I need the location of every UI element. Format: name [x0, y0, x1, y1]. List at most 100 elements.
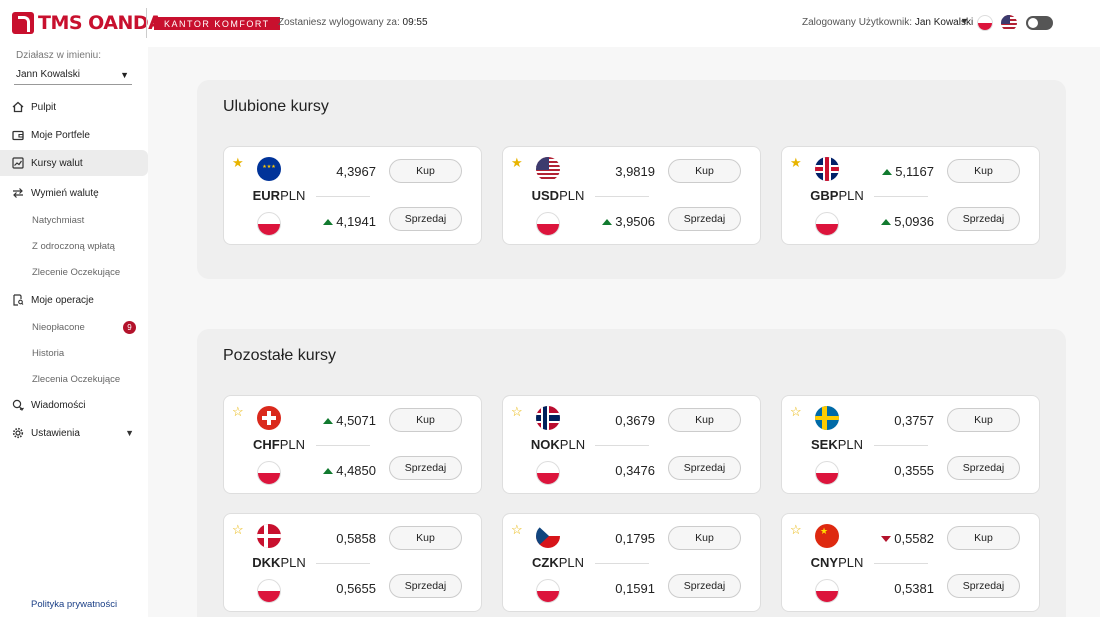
- sidebar-item-label: Kursy walut: [31, 157, 83, 169]
- trend-down-icon: [881, 535, 892, 542]
- buy-button[interactable]: Kup: [947, 159, 1020, 183]
- buy-button[interactable]: Kup: [668, 159, 741, 183]
- sell-rate: 0,3476: [595, 463, 655, 478]
- favorite-star-icon[interactable]: ☆: [232, 404, 244, 419]
- sell-rate: 0,1591: [595, 581, 655, 596]
- header-divider: [146, 8, 147, 38]
- quote-currency: PLN: [559, 188, 585, 203]
- sidebar-subitem-zlecenie[interactable]: Zlecenie Oczekujące: [32, 267, 121, 278]
- sidebar-subitem-historia[interactable]: Historia: [32, 348, 65, 359]
- rate-card-czkpln: ☆ CZKPLN 0,1795 0,1591 Kup Sprzedaj: [502, 513, 761, 612]
- gear-icon: [12, 427, 24, 439]
- trend-up-icon: [882, 168, 893, 175]
- sidebar-item-operacje[interactable]: Moje operacje: [0, 287, 148, 313]
- other-rates-title: Pozostałe kursy: [223, 347, 336, 364]
- sell-rate-value: 0,5655: [336, 581, 376, 596]
- quote-currency: PLN: [837, 437, 864, 452]
- favorite-star-icon[interactable]: ☆: [790, 404, 802, 419]
- sidebar-item-label: Pulpit: [31, 101, 57, 113]
- gbp-flag-icon: [815, 157, 839, 181]
- favorite-star-icon[interactable]: ☆: [511, 404, 523, 419]
- rate-card-gbppln: ★ GBPPLN 5,1167 5,0936 Kup Sprzedaj: [781, 146, 1040, 245]
- brand-logo-icon: [12, 12, 34, 34]
- favorite-star-icon[interactable]: ★: [232, 155, 244, 170]
- favorite-star-icon[interactable]: ☆: [511, 522, 523, 537]
- sidebar-subitem-odroczona[interactable]: Z odroczoną wpłatą: [32, 241, 115, 252]
- sidebar-item-portfele[interactable]: Moje Portfele: [0, 122, 148, 148]
- language-en-flag-icon[interactable]: [1001, 15, 1017, 31]
- base-currency: GBP: [810, 188, 839, 203]
- sidebar-item-ustawienia[interactable]: Ustawienia ▼: [0, 420, 148, 446]
- sell-button[interactable]: Sprzedaj: [389, 574, 462, 598]
- sidebar: Działasz w imieniu: Jann Kowalski ▼ Pulp…: [0, 47, 148, 617]
- trend-up-icon: [881, 218, 892, 225]
- currency-pair: SEKPLN: [802, 437, 872, 452]
- favorite-star-icon[interactable]: ★: [790, 155, 802, 170]
- sell-button[interactable]: Sprzedaj: [668, 207, 741, 231]
- sidebar-item-pulpit[interactable]: Pulpit: [0, 94, 148, 120]
- sell-button[interactable]: Sprzedaj: [668, 456, 741, 480]
- quote-currency: PLN: [559, 437, 586, 452]
- brand-logo[interactable]: TMS OANDA: [12, 12, 163, 34]
- buy-button[interactable]: Kup: [668, 526, 741, 550]
- rate-divider: [874, 563, 928, 564]
- rate-divider: [595, 196, 649, 197]
- buy-rate-value: 0,3757: [894, 413, 934, 428]
- sell-rate-value: 0,3555: [894, 463, 934, 478]
- sell-rate: 0,5381: [874, 581, 934, 596]
- buy-button[interactable]: Kup: [668, 408, 741, 432]
- buy-button[interactable]: Kup: [947, 408, 1020, 432]
- rate-card-dkkpln: ☆ DKKPLN 0,5858 0,5655 Kup Sprzedaj: [223, 513, 482, 612]
- user-menu-chevron-down-icon[interactable]: ▼: [960, 16, 969, 26]
- favorite-star-icon[interactable]: ☆: [790, 522, 802, 537]
- buy-button[interactable]: Kup: [389, 159, 462, 183]
- chevron-down-icon: ▼: [125, 428, 134, 438]
- privacy-policy-link[interactable]: Polityka prywatności: [31, 599, 118, 610]
- sell-button[interactable]: Sprzedaj: [947, 574, 1020, 598]
- language-pl-flag-icon[interactable]: [977, 15, 993, 31]
- logged-user-label: Zalogowany Użytkownik:: [802, 17, 913, 28]
- sell-rate-value: 5,0936: [894, 214, 934, 229]
- sell-button[interactable]: Sprzedaj: [947, 207, 1020, 231]
- sidebar-item-label: Moje Portfele: [31, 129, 90, 141]
- logged-user-name: Jan Kowalski: [914, 17, 974, 28]
- buy-button[interactable]: Kup: [947, 526, 1020, 550]
- sidebar-item-kursy[interactable]: Kursy walut: [0, 150, 148, 176]
- cny-flag-icon: [815, 524, 839, 548]
- pln-flag-icon: [536, 212, 560, 236]
- session-timer-value: 09:55: [402, 17, 428, 28]
- rate-divider: [874, 445, 928, 446]
- chart-icon: [12, 157, 24, 169]
- sidebar-item-wiadomosci[interactable]: Wiadomości: [0, 392, 148, 418]
- sidebar-subitem-nieoplacone[interactable]: Nieopłacone: [32, 322, 85, 333]
- session-timer-label: Zostaniesz wylogowany za:: [278, 17, 400, 28]
- usd-flag-icon: [536, 157, 560, 181]
- base-currency: CHF: [252, 437, 280, 452]
- currency-pair: CHFPLN: [244, 437, 314, 452]
- sell-button[interactable]: Sprzedaj: [947, 456, 1020, 480]
- favorite-star-icon[interactable]: ★: [511, 155, 523, 170]
- sidebar-item-label: Wymień walutę: [31, 187, 99, 199]
- top-header: TMS OANDA KANTOR KOMFORT Zostaniesz wylo…: [0, 0, 1100, 47]
- sell-button[interactable]: Sprzedaj: [668, 574, 741, 598]
- chf-flag-icon: [257, 406, 281, 430]
- sidebar-item-wymien[interactable]: Wymień walutę: [0, 180, 148, 206]
- exchange-icon: [13, 188, 23, 198]
- acting-as-select[interactable]: Jann Kowalski ▼: [14, 67, 132, 85]
- favorite-star-icon[interactable]: ☆: [232, 522, 244, 537]
- sidebar-subitem-zlecenia[interactable]: Zlecenia Oczekujące: [32, 374, 121, 385]
- acting-as-label: Działasz w imieniu:: [16, 50, 102, 61]
- currency-pair: NOKPLN: [523, 437, 593, 452]
- sell-button[interactable]: Sprzedaj: [389, 456, 462, 480]
- logged-user[interactable]: Zalogowany Użytkownik: Jan Kowalski: [802, 17, 973, 28]
- sell-button[interactable]: Sprzedaj: [389, 207, 462, 231]
- buy-button[interactable]: Kup: [389, 526, 462, 550]
- rate-card-chfpln: ☆ CHFPLN 4,5071 4,4850 Kup Sprzedaj: [223, 395, 482, 494]
- theme-toggle[interactable]: [1026, 16, 1053, 30]
- buy-rate-value: 0,1795: [615, 531, 655, 546]
- sell-rate: 5,0936: [874, 214, 934, 229]
- sidebar-subitem-natychmiast[interactable]: Natychmiast: [32, 215, 85, 226]
- chevron-down-icon: ▼: [120, 70, 129, 80]
- buy-button[interactable]: Kup: [389, 408, 462, 432]
- buy-rate: 4,3967: [316, 164, 376, 179]
